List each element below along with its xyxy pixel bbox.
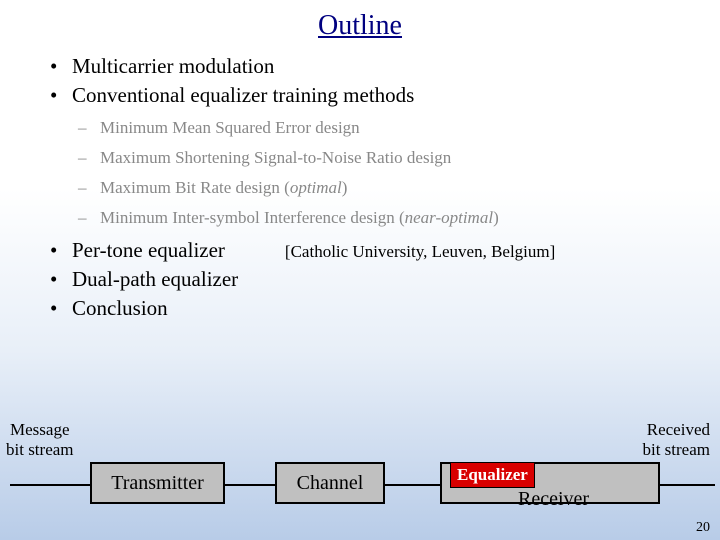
subbullet-mbr-c: ) bbox=[342, 178, 348, 197]
transmitter-node: Transmitter bbox=[90, 462, 225, 504]
subbullet-mssnr: Maximum Shortening Signal-to-Noise Ratio… bbox=[50, 148, 700, 168]
message-label-2: bit stream bbox=[6, 440, 74, 459]
subbullet-minisi-a: Minimum Inter-symbol Interference design… bbox=[100, 208, 405, 227]
subbullet-minisi-b: near-optimal bbox=[405, 208, 493, 227]
slide-title: Outline bbox=[0, 0, 720, 54]
equalizer-badge: Equalizer bbox=[450, 462, 535, 488]
pertone-note: [Catholic University, Leuven, Belgium] bbox=[285, 242, 555, 262]
received-label: Received bit stream bbox=[642, 420, 710, 459]
subbullet-minisi-c: ) bbox=[493, 208, 499, 227]
received-label-2: bit stream bbox=[642, 440, 710, 459]
channel-node: Channel bbox=[275, 462, 385, 504]
bullet-conventional: Conventional equalizer training methods bbox=[50, 83, 700, 108]
message-label: Message bit stream bbox=[6, 420, 74, 459]
wire-2 bbox=[225, 484, 275, 486]
wire-4 bbox=[660, 484, 715, 486]
received-label-1: Received bbox=[647, 420, 710, 439]
bullet-dualpath: Dual-path equalizer bbox=[50, 267, 700, 292]
block-diagram: Transmitter Channel bbox=[0, 462, 720, 512]
subbullet-mbr-b: optimal bbox=[290, 178, 342, 197]
bullet-conclusion: Conclusion bbox=[50, 296, 700, 321]
message-label-1: Message bbox=[10, 420, 69, 439]
bullet-list: Multicarrier modulation Conventional equ… bbox=[0, 54, 720, 321]
subbullet-mmse: Minimum Mean Squared Error design bbox=[50, 118, 700, 138]
wire-3 bbox=[385, 484, 440, 486]
bullet-multicarrier: Multicarrier modulation bbox=[50, 54, 700, 79]
bullet-pertone: Per-tone equalizer bbox=[50, 238, 225, 263]
subbullet-minisi: Minimum Inter-symbol Interference design… bbox=[50, 208, 700, 228]
receiver-text: Receiver bbox=[518, 488, 589, 511]
page-number: 20 bbox=[696, 520, 710, 536]
subbullet-mbr: Maximum Bit Rate design (optimal) bbox=[50, 178, 700, 198]
subbullet-mbr-a: Maximum Bit Rate design ( bbox=[100, 178, 290, 197]
wire-1 bbox=[10, 484, 90, 486]
